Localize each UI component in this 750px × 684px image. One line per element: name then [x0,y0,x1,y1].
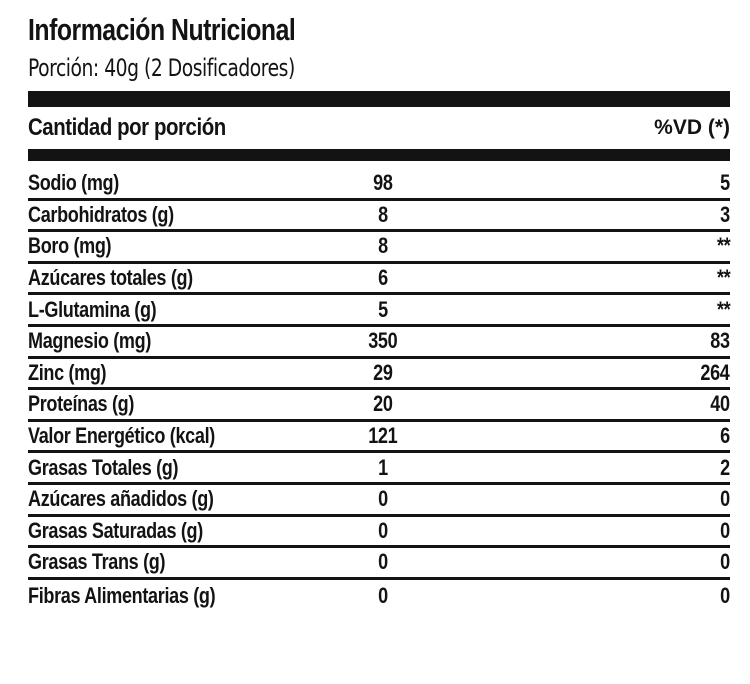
vd-value: 0 [720,582,730,608]
table-row: Boro (mg) 8 ** [28,232,730,264]
amount-value: 0 [378,517,388,543]
divider-bar-top [28,91,730,107]
nutrition-label: Información Nutricional Porción: 40g (2 … [0,12,750,611]
vd-value: 6 [720,423,730,449]
table-row: Azúcares añadidos (g) 0 0 [28,485,730,517]
table-row: Sodio (mg) 98 5 [28,169,730,201]
label-title-text: Información Nutricional [28,12,296,47]
nutrient-name: Magnesio (mg) [28,328,152,354]
table-row: Grasas Totales (g) 1 2 [28,453,730,485]
amount-value: 350 [368,328,398,354]
nutrient-name: Zinc (mg) [28,359,107,385]
vd-value: ** [716,265,731,291]
vd-value: 0 [720,517,730,543]
nutrient-name: Valor Energético (kcal) [28,423,215,449]
table-row: Proteínas (g) 20 40 [28,390,730,422]
nutrient-name: Grasas Totales (g) [28,454,179,480]
table-row: L-Glutamina (g) 5 ** [28,295,730,327]
amount-value: 29 [373,359,393,385]
vd-value: 83 [710,328,731,354]
table-row: Magnesio (mg) 350 83 [28,327,730,359]
divider-bar-header [28,149,730,161]
column-header-vd: %VD (*) [654,116,730,139]
column-header-amount: Cantidad por porción [28,114,226,141]
nutrient-name: Grasas Trans (g) [28,549,166,575]
nutrient-name: Azúcares añadidos (g) [28,486,214,512]
nutrient-name: Sodio (mg) [28,170,119,196]
amount-value: 1 [378,454,388,480]
nutrient-name: Carbohidratos (g) [28,201,174,227]
table-row: Fibras Alimentarias (g) 0 0 [28,580,730,612]
amount-value: 0 [378,582,388,608]
amount-value: 8 [378,201,388,227]
vd-value: ** [716,296,731,322]
serving-size: Porción: 40g (2 Dosificadores) [28,53,730,84]
vd-value: ** [716,233,731,259]
vd-value: 2 [720,454,730,480]
table-row: Valor Energético (kcal) 121 6 [28,422,730,454]
nutrient-name: Grasas Saturadas (g) [28,517,203,543]
serving-size-text: Porción: 40g (2 Dosificadores) [28,54,295,82]
vd-value: 0 [720,549,730,575]
vd-value: 0 [720,486,730,512]
table-row: Grasas Trans (g) 0 0 [28,548,730,580]
amount-value: 20 [373,391,393,417]
table-row: Carbohidratos (g) 8 3 [28,201,730,233]
nutrient-name: Boro (mg) [28,233,112,259]
amount-value: 98 [373,170,393,196]
amount-value: 0 [378,486,388,512]
amount-value: 0 [378,549,388,575]
vd-value: 3 [720,201,730,227]
label-title: Información Nutricional [28,12,730,48]
amount-value: 121 [368,423,398,449]
amount-value: 8 [378,233,388,259]
nutrient-name: Fibras Alimentarias (g) [28,582,216,608]
amount-value: 6 [378,265,388,291]
table-row: Azúcares totales (g) 6 ** [28,264,730,296]
vd-value: 40 [710,391,731,417]
table-row: Zinc (mg) 29 264 [28,359,730,391]
amount-value: 5 [378,296,388,322]
vd-value: 5 [720,170,730,196]
table-header: Cantidad por porción %VD (*) [28,107,730,149]
table-row: Grasas Saturadas (g) 0 0 [28,517,730,549]
vd-value: 264 [700,359,730,385]
nutrient-name: Azúcares totales (g) [28,265,193,291]
nutrition-table: Sodio (mg) 98 5 Carbohidratos (g) 8 3 Bo… [28,161,730,611]
nutrient-name: Proteínas (g) [28,391,134,417]
nutrient-name: L-Glutamina (g) [28,296,157,322]
